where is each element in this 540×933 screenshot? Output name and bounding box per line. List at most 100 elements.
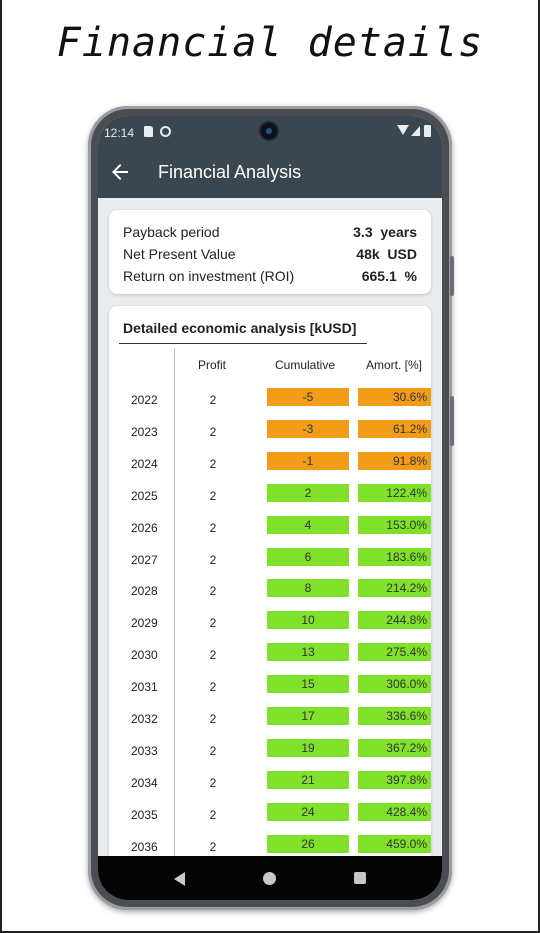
amort-cell: 459.0% (358, 834, 431, 853)
amort-header: Amort. [%] (366, 358, 423, 372)
summary-card: Payback period 3.3 years Net Present Val… (109, 210, 431, 294)
power-button (450, 396, 454, 446)
year-cell: 2022 (131, 393, 158, 407)
cumulative-cell: 19 (267, 738, 349, 757)
amort-cell: 153.0% (358, 515, 431, 534)
nav-recent-apps-icon[interactable] (354, 872, 366, 884)
year-cell: 2036 (131, 839, 158, 854)
status-time: 12:14 (104, 126, 135, 140)
profit-cell: 2 (209, 456, 217, 471)
front-camera (261, 123, 277, 139)
amort-cell: 244.8% (358, 611, 431, 630)
summary-label: Net Present Value (123, 246, 236, 262)
profit-cell: 2 (209, 424, 217, 439)
profit-header: Profit (198, 358, 227, 372)
table-row: 2033 2 19 367.2% (109, 737, 431, 769)
year-cell: 2025 (131, 488, 158, 503)
summary-value: 48k USD (356, 246, 417, 262)
amort-cell: 30.6% (358, 388, 431, 406)
cumulative-cell: 26 (267, 834, 349, 853)
profit-cell: 2 (209, 393, 217, 407)
cumulative-cell: -3 (267, 419, 349, 438)
year-cell: 2034 (131, 775, 158, 790)
amort-cell: 336.6% (358, 707, 431, 725)
npv-row: Net Present Value 48k USD (123, 246, 417, 268)
summary-value: 665.1 % (361, 268, 417, 284)
table-row: 2036 2 26 459.0% (109, 833, 431, 865)
cumulative-header: Cumulative (275, 358, 336, 372)
cumulative-cell: 17 (267, 707, 349, 725)
year-cell: 2026 (131, 520, 158, 535)
summary-value: 3.3 years (353, 224, 417, 240)
year-cell: 2030 (131, 648, 158, 663)
table-row: 2029 2 10 244.8% (109, 609, 431, 641)
table-row: 2022 2 -5 30.6% (109, 386, 431, 418)
summary-label: Payback period (123, 224, 220, 240)
table-row: 2023 2 -3 61.2% (109, 418, 431, 450)
page-title: Financial Analysis (158, 162, 302, 182)
table-row: 2024 2 -1 91.8% (109, 450, 431, 482)
sd-card-icon (144, 126, 153, 137)
amort-cell: 306.0% (358, 675, 431, 694)
amort-cell: 91.8% (358, 451, 431, 470)
arrow-left-icon[interactable] (108, 160, 132, 184)
summary-label: Return on investment (ROI) (123, 268, 295, 284)
amort-cell: 214.2% (358, 579, 431, 598)
status-bar: 12:14 (98, 116, 442, 146)
cumulative-cell: 6 (267, 547, 349, 566)
profit-cell: 2 (209, 616, 217, 631)
profit-cell: 2 (209, 712, 217, 726)
amort-cell: 61.2% (358, 419, 431, 438)
profit-cell: 2 (209, 839, 217, 854)
amort-cell: 367.2% (358, 738, 431, 757)
cumulative-cell: 8 (267, 579, 349, 598)
analysis-title: Detailed economic analysis [kUSD] (123, 320, 357, 336)
table-row: 2034 2 21 397.8% (109, 769, 431, 801)
table-row: 2030 2 13 275.4% (109, 641, 431, 673)
amort-cell: 397.8% (358, 770, 431, 789)
profit-cell: 2 (209, 680, 217, 695)
year-cell: 2029 (131, 616, 158, 631)
table-row: 2032 2 17 336.6% (109, 705, 431, 737)
profit-cell: 2 (209, 807, 217, 822)
year-cell: 2024 (131, 456, 158, 471)
nav-back-icon[interactable] (174, 872, 185, 886)
profit-cell: 2 (209, 520, 217, 535)
title-underline (119, 343, 367, 344)
cumulative-cell: 13 (267, 643, 349, 662)
profit-cell: 2 (209, 743, 217, 758)
year-cell: 2023 (131, 424, 158, 439)
amort-cell: 122.4% (358, 483, 431, 502)
nav-home-icon[interactable] (263, 872, 276, 885)
cumulative-cell: 15 (267, 675, 349, 694)
table-row: 2026 2 4 153.0% (109, 514, 431, 546)
amort-cell: 428.4% (358, 802, 431, 821)
signal-icon (411, 126, 420, 136)
table-row: 2028 2 8 214.2% (109, 577, 431, 609)
payback-period-row: Payback period 3.3 years (123, 224, 417, 246)
table-row: 2025 2 2 122.4% (109, 482, 431, 514)
table-row: 2031 2 15 306.0% (109, 673, 431, 705)
cumulative-cell: 4 (267, 515, 349, 534)
table-row: 2035 2 24 428.4% (109, 801, 431, 833)
profit-cell: 2 (209, 488, 217, 503)
profit-cell: 2 (209, 648, 217, 663)
system-nav-bar (98, 856, 442, 900)
amort-cell: 183.6% (358, 547, 431, 566)
cumulative-cell: 21 (267, 770, 349, 789)
year-cell: 2028 (131, 584, 158, 599)
profit-cell: 2 (209, 552, 217, 567)
amort-cell: 275.4% (358, 643, 431, 662)
table-row: 2027 2 6 183.6% (109, 546, 431, 578)
phone-screen: 12:14 Financial Analysis Payback period … (98, 116, 442, 900)
battery-icon (424, 125, 431, 137)
year-cell: 2033 (131, 743, 158, 758)
sync-icon (160, 126, 171, 137)
cumulative-cell: -5 (267, 388, 349, 406)
profit-cell: 2 (209, 775, 217, 790)
analysis-card: Detailed economic analysis [kUSD] Profit… (109, 306, 431, 900)
year-cell: 2032 (131, 712, 158, 726)
headline: Financial details (56, 20, 484, 66)
cumulative-cell: 24 (267, 802, 349, 821)
volume-button (450, 256, 454, 296)
